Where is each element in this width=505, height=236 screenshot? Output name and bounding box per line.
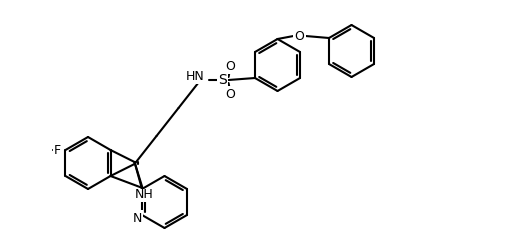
Text: N: N [132, 211, 141, 224]
Text: O: O [225, 88, 235, 101]
Text: NH: NH [135, 189, 154, 202]
Text: O: O [294, 30, 304, 42]
Text: HN: HN [186, 69, 205, 83]
Text: F: F [54, 143, 61, 156]
Text: S: S [218, 73, 226, 87]
Text: O: O [225, 59, 235, 72]
